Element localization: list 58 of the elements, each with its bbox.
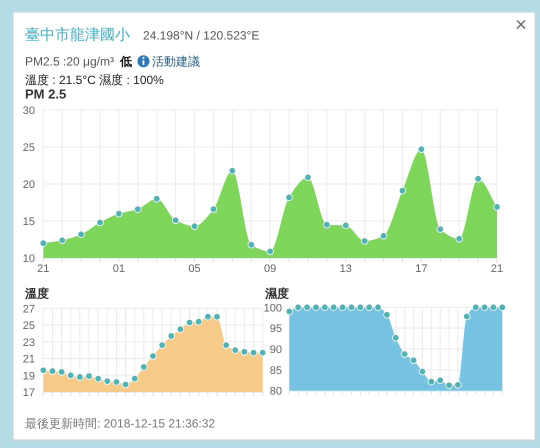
x-tick-label: 21 bbox=[490, 263, 504, 275]
x-tick-label: 17 bbox=[415, 263, 428, 275]
text: PM2.5 :20 μg/m³ bbox=[25, 54, 114, 68]
x-tick-label: 01 bbox=[112, 263, 126, 275]
point bbox=[303, 304, 311, 311]
y-tick-label: 15 bbox=[22, 216, 35, 228]
point bbox=[294, 304, 302, 311]
point bbox=[356, 304, 364, 311]
y-tick-label: 10 bbox=[22, 253, 35, 265]
point bbox=[490, 304, 498, 311]
x-tick-label: 09 bbox=[264, 263, 276, 275]
point bbox=[330, 304, 338, 311]
point bbox=[472, 304, 480, 311]
point bbox=[428, 378, 435, 386]
point bbox=[286, 308, 293, 316]
point bbox=[463, 312, 470, 320]
y-tick-label: 27 bbox=[22, 303, 35, 316]
point bbox=[312, 304, 320, 311]
x-tick-label: 21 bbox=[37, 263, 50, 275]
point bbox=[383, 311, 391, 319]
chart-title: 濕度 bbox=[264, 286, 289, 300]
y-tick-label: 25 bbox=[22, 320, 35, 332]
chart-title: 溫度 bbox=[24, 286, 49, 300]
text: 溫度 : 21.5°C 濕度 : 100% bbox=[25, 73, 164, 87]
text: 低 bbox=[118, 54, 132, 68]
point bbox=[418, 368, 426, 376]
point bbox=[321, 304, 328, 311]
text: 活動建議 bbox=[152, 54, 200, 68]
y-tick-label: 100 bbox=[264, 302, 282, 314]
point bbox=[348, 304, 356, 311]
text: 臺中市龍津國小 bbox=[25, 26, 130, 44]
y-tick-label: 95 bbox=[270, 323, 282, 336]
y-tick-label: 30 bbox=[22, 105, 35, 117]
point bbox=[498, 304, 506, 311]
y-tick-label: 85 bbox=[270, 364, 282, 377]
text: 最後更新時間: 2018-12-15 21:36:32 bbox=[25, 416, 216, 430]
y-tick-label: 90 bbox=[270, 344, 282, 356]
point bbox=[392, 334, 400, 342]
point bbox=[374, 304, 382, 311]
point bbox=[480, 304, 488, 311]
y-tick-label: 23 bbox=[22, 336, 35, 349]
chart-title: PM 2.5 bbox=[25, 86, 66, 102]
point bbox=[400, 350, 408, 358]
point bbox=[436, 376, 444, 384]
x-tick-label: 05 bbox=[188, 263, 201, 275]
y-tick-label: 80 bbox=[270, 386, 282, 398]
y-tick-label: 21 bbox=[22, 354, 35, 366]
point bbox=[365, 304, 373, 311]
point bbox=[410, 356, 418, 364]
y-tick-label: 19 bbox=[22, 370, 35, 382]
y-tick-label: 20 bbox=[22, 179, 35, 191]
text: 24.198°N / 120.523°E bbox=[143, 28, 260, 42]
y-tick-label: 25 bbox=[22, 142, 35, 154]
y-tick-label: 17 bbox=[22, 387, 35, 399]
point bbox=[445, 382, 453, 389]
point bbox=[454, 381, 462, 389]
x-tick-label: 13 bbox=[340, 263, 352, 275]
point bbox=[338, 304, 346, 311]
